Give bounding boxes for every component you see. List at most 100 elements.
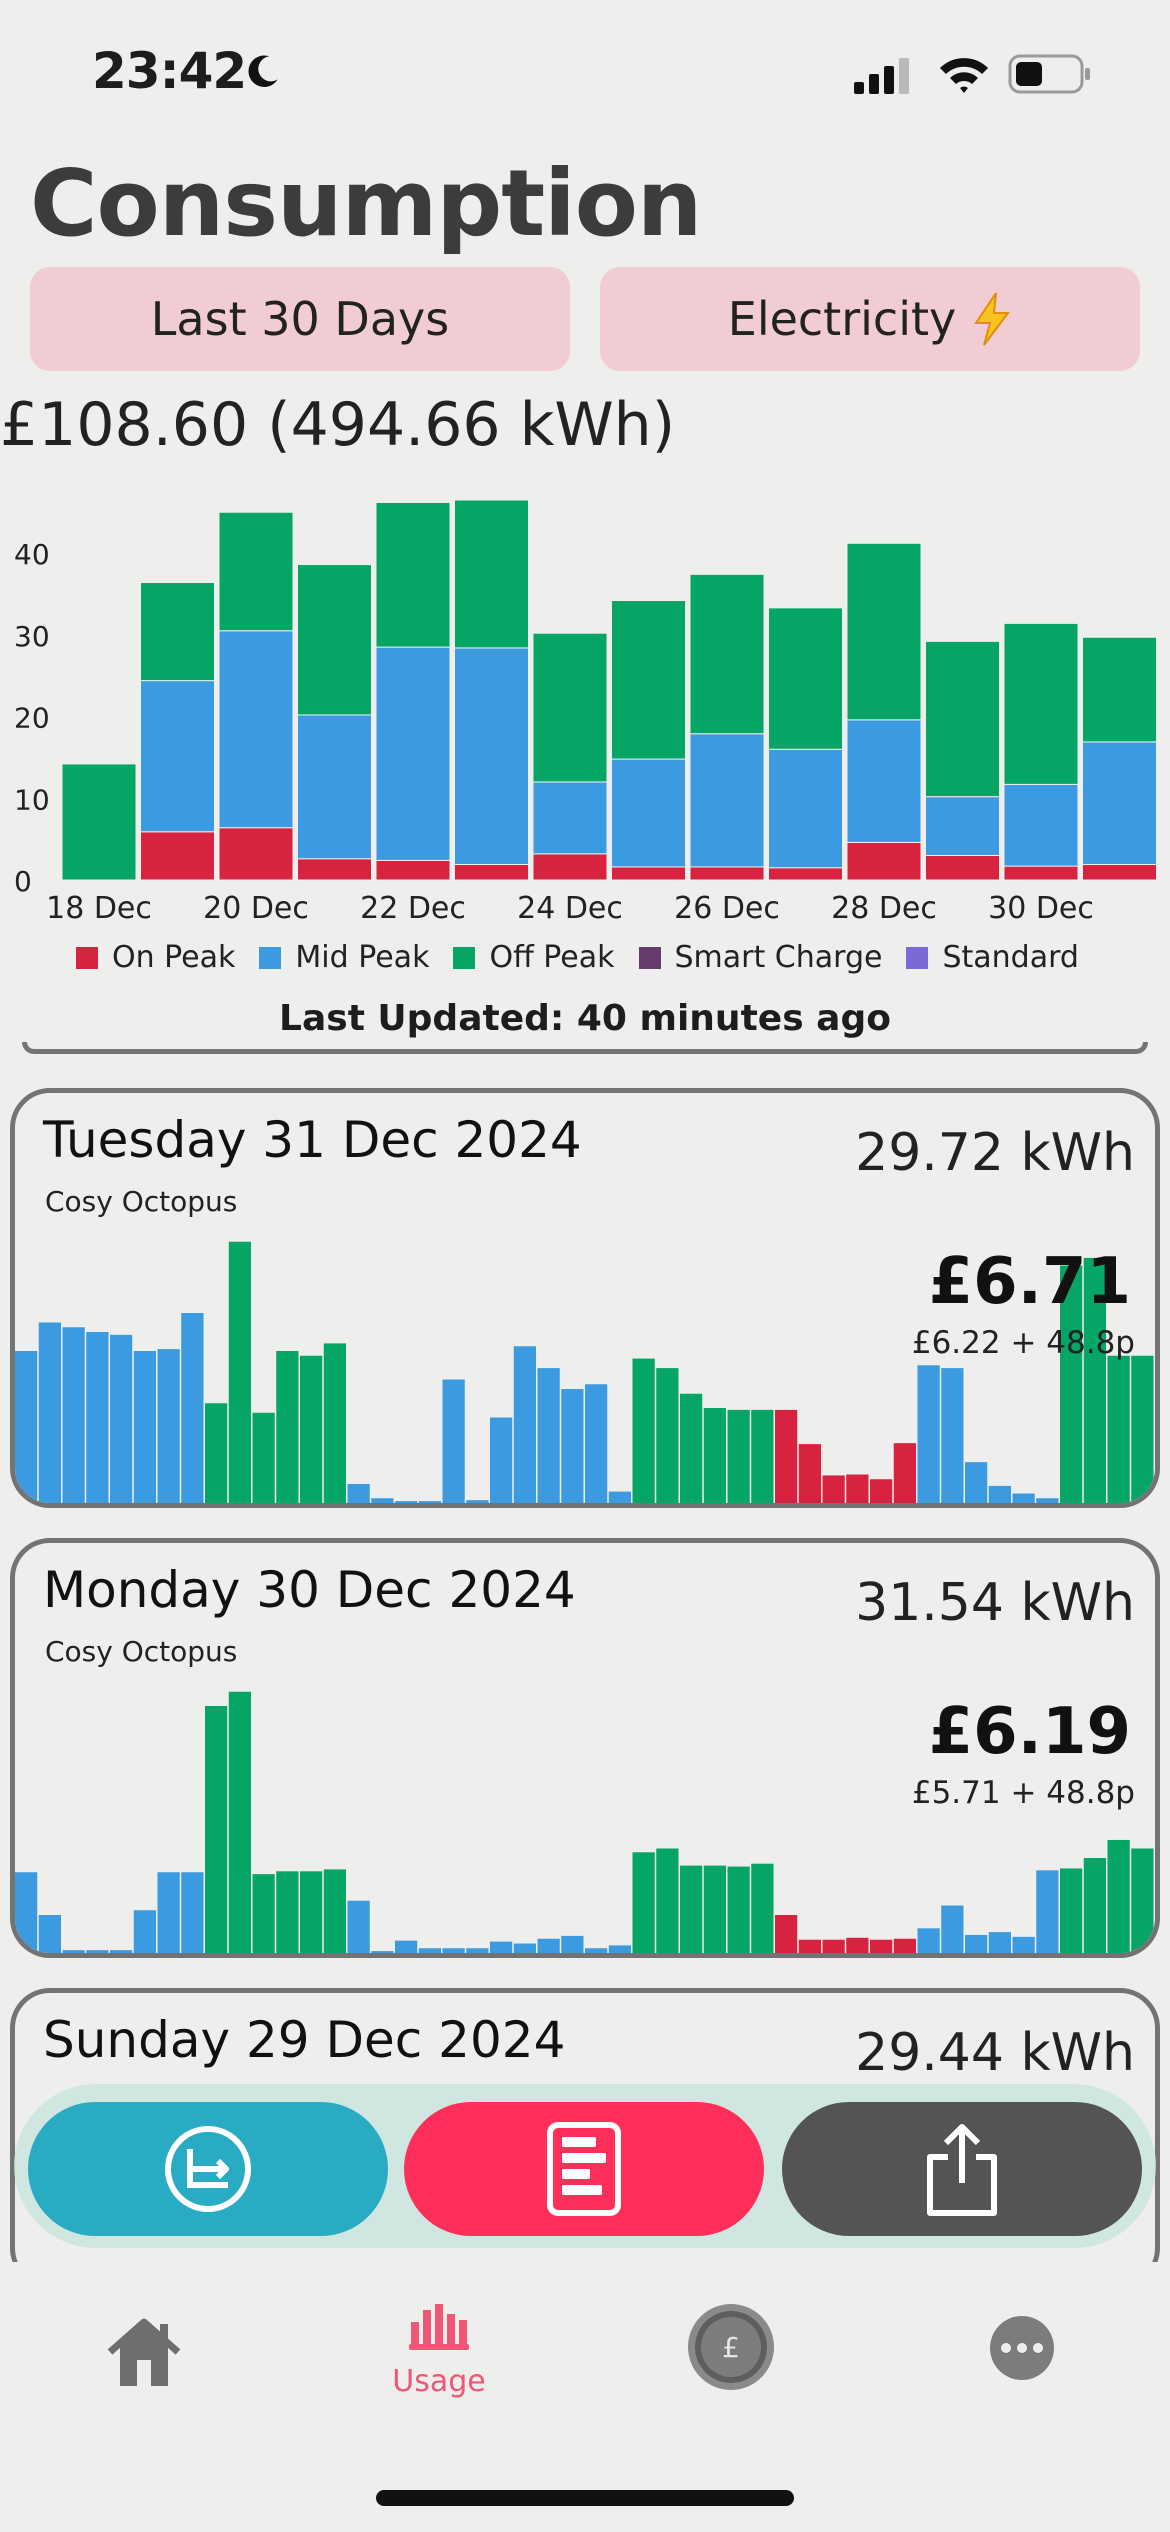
tab-more[interactable]: [988, 2314, 1056, 2386]
half-hour-bar: [133, 1910, 156, 1953]
half-hour-bar: [15, 1351, 38, 1503]
bar-off-peak: [1003, 622, 1079, 785]
bar-mid-peak: [375, 646, 451, 861]
tab-coin[interactable]: £: [686, 2302, 776, 2396]
date-range-label: Last 30 Days: [150, 292, 450, 346]
bar-on-peak: [1003, 865, 1079, 881]
legend-label: Off Peak: [489, 940, 615, 975]
day-cost: £6.71: [928, 1245, 1131, 1319]
legend-label: On Peak: [112, 940, 236, 975]
tab-bar: Usage £: [0, 2262, 1170, 2532]
half-hour-bar: [181, 1313, 204, 1503]
last-updated: Last Updated: 40 minutes ago: [279, 998, 891, 1039]
half-hour-bar: [608, 1945, 631, 1953]
half-hour-bar: [917, 1365, 940, 1503]
x-tick-label: 30 Dec: [988, 891, 1094, 926]
half-hour-bar: [1131, 1355, 1154, 1503]
half-hour-bar: [1107, 1355, 1130, 1503]
bar-off-peak: [532, 632, 608, 783]
status-time: 23:42: [92, 42, 247, 100]
half-hour-bar: [727, 1409, 750, 1503]
bar-off-peak: [768, 607, 843, 750]
legend-swatch: [76, 946, 98, 969]
bar-mid-peak: [925, 796, 1000, 856]
half-hour-bar: [1060, 1868, 1083, 1953]
half-hour-bar: [133, 1351, 156, 1503]
half-hour-bar: [490, 1941, 513, 1953]
bar-off-peak: [689, 573, 765, 735]
day-card[interactable]: Monday 30 Dec 2024 Cosy Octopus 31.54 kW…: [10, 1538, 1160, 1958]
day-date: Tuesday 31 Dec 2024: [43, 1111, 582, 1169]
half-hour-bar: [537, 1938, 560, 1953]
bar-mid-peak: [140, 680, 215, 833]
half-hour-bar: [846, 1474, 869, 1503]
report-icon: [547, 2122, 621, 2216]
half-hour-bar: [965, 1462, 988, 1503]
chart-legend: On Peak Mid Peak Off Peak Smart Charge Stand…: [76, 940, 1103, 975]
half-hour-bar: [181, 1872, 204, 1953]
bar-on-peak: [846, 841, 922, 881]
half-hour-bar: [86, 1332, 109, 1503]
fuel-type-label: Electricity: [727, 292, 957, 346]
bar-off-peak: [611, 600, 686, 760]
switch-icon: [165, 2126, 251, 2212]
battery-icon: [1008, 54, 1090, 94]
total-cost-summary: £108.60 (494.66 kWh): [0, 390, 676, 460]
half-hour-bar: [798, 1939, 821, 1953]
share-button[interactable]: [782, 2102, 1142, 2236]
legend-item: Smart Charge: [638, 940, 882, 975]
date-range-button[interactable]: Last 30 Days: [30, 267, 570, 371]
half-hour-bar: [632, 1358, 655, 1503]
legend-swatch: [906, 946, 929, 969]
home-indicator: [376, 2490, 794, 2506]
half-hour-bar: [988, 1485, 1011, 1503]
half-hour-bar: [965, 1934, 988, 1953]
fuel-type-button[interactable]: Electricity: [600, 267, 1140, 371]
bar-mid-peak: [532, 781, 608, 855]
bar-mid-peak: [1003, 783, 1079, 867]
half-hour-bar: [1036, 1870, 1059, 1953]
day-date: Sunday 29 Dec 2024: [43, 2011, 566, 2069]
half-hour-bar: [988, 1932, 1011, 1953]
half-hour-bar: [941, 1905, 964, 1953]
bar-mid-peak: [218, 630, 294, 829]
tab-usage[interactable]: Usage: [355, 2302, 523, 2452]
day-kwh: 29.72 kWh: [855, 1123, 1135, 1183]
half-hour-bar: [751, 1409, 774, 1503]
half-hour-bar: [490, 1417, 513, 1503]
bar-on-peak: [768, 867, 843, 881]
half-hour-bar: [323, 1343, 346, 1503]
switch-button[interactable]: [28, 2102, 388, 2236]
half-hour-bar: [656, 1368, 679, 1503]
x-tick-label: 28 Dec: [831, 891, 937, 926]
report-button[interactable]: [404, 2102, 764, 2236]
half-hour-bar: [62, 1950, 85, 1953]
half-hour-bar: [110, 1950, 133, 1953]
bar-off-peak: [140, 582, 215, 682]
half-hour-bar: [466, 1500, 489, 1503]
x-tick-label: 18 Dec: [46, 891, 152, 926]
bar-off-peak: [454, 499, 529, 649]
bar-off-peak: [375, 501, 451, 648]
legend-item: Standard: [906, 940, 1079, 975]
half-hour-bar: [371, 1951, 394, 1953]
half-hour-bar: [608, 1491, 631, 1503]
half-hour-bar: [537, 1368, 560, 1503]
half-hour-bar: [846, 1937, 869, 1953]
bar-off-peak: [297, 564, 372, 716]
tab-home[interactable]: [102, 2314, 186, 2394]
half-hour-bar: [893, 1443, 916, 1503]
lightning-icon: [974, 292, 1011, 346]
half-hour-bar: [585, 1948, 608, 1953]
day-card[interactable]: Tuesday 31 Dec 2024 Cosy Octopus 29.72 k…: [10, 1088, 1160, 1508]
bar-on-peak: [140, 831, 215, 881]
half-hour-bar: [680, 1865, 703, 1953]
legend-item: On Peak: [76, 940, 235, 975]
y-tick-label: 10: [14, 783, 50, 816]
half-hour-bar: [513, 1346, 536, 1503]
y-tick-label: 20: [14, 702, 50, 735]
half-hour-bar: [38, 1915, 61, 1953]
bar-on-peak: [689, 866, 765, 881]
bar-mid-peak: [611, 758, 686, 868]
day-cost-breakdown: £6.22 + 48.8p: [911, 1325, 1135, 1361]
